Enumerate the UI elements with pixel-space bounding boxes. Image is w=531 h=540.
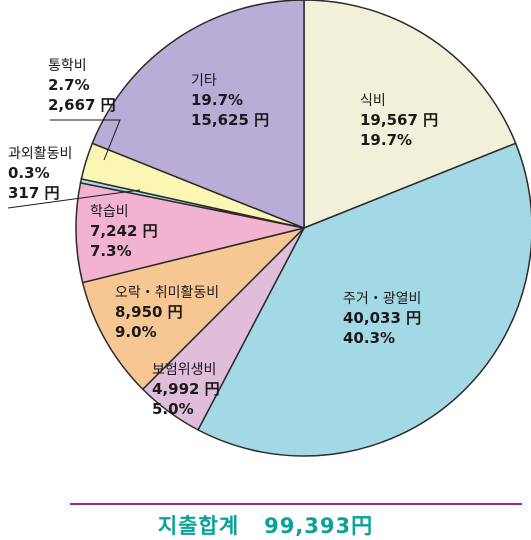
slice-percent-label: 9.0% [115,323,157,341]
pie-slice [197,142,531,457]
slice-amount-label: 7,242 円 [90,222,158,240]
slice-amount-label: 4,992 円 [152,380,220,398]
slice-percent-label: 5.0% [152,400,194,418]
slice-name-label: 보험위생비 [152,362,216,378]
total-expense: 지출합계 99,393円 [0,510,531,540]
pie-slice [81,226,307,391]
slice-percent-label: 19.7% [191,91,243,109]
slice-name-label: 주거・광열비 [343,291,421,307]
pie-chart: 식비 19,567 円 19.7% 주거・광열비 40,033 円 40.3% 보험위생비 4… [7,0,531,457]
slice-amount-label: 19,567 円 [360,111,438,129]
slice-amount-label: 40,033 円 [343,309,421,327]
pie-slice [303,0,517,230]
slice-amount-label: 2,667 円 [48,96,116,114]
slice-name-label: 기타 [191,73,217,89]
leader-line [50,119,121,161]
slice-name-label: 과외활동비 [8,146,72,162]
slice-percent-label: 2.7% [48,76,90,94]
slice-amount-label: 15,625 円 [191,111,269,129]
slice-name-label: 식비 [360,93,386,109]
slice-percent-label: 0.3% [8,164,50,182]
slice-name-label: 통학비 [48,58,87,74]
slice-name-label: 학습비 [90,204,129,220]
pie-slice [91,0,305,230]
slice-percent-label: 19.7% [360,131,412,149]
leader-line [7,189,141,209]
slice-amount-label: 8,950 円 [115,303,183,321]
slice-name-label: 오락・취미활동비 [115,285,219,301]
total-label: 지출합계 [157,514,240,538]
footer-divider [70,503,522,505]
slice-percent-label: 40.3% [343,329,395,347]
total-value: 99,393円 [264,514,374,538]
slice-percent-label: 7.3% [90,242,132,260]
slice-amount-label: 317 円 [8,184,60,202]
